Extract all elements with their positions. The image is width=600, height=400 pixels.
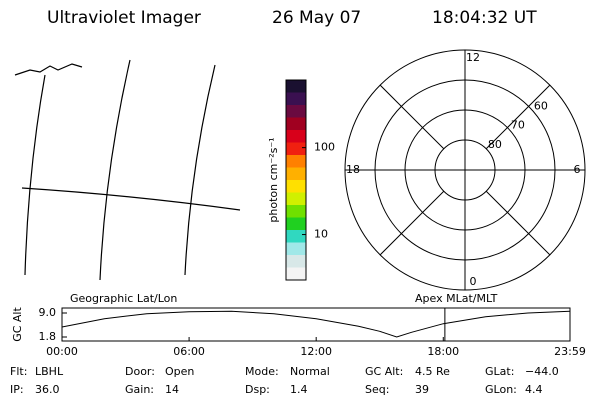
- title: Ultraviolet Imager: [47, 8, 201, 28]
- color-band: [286, 92, 306, 106]
- field-value: 14: [165, 383, 179, 396]
- color-band: [286, 255, 306, 268]
- colorbar-frame: [285, 79, 307, 281]
- mlt-label: 0: [470, 275, 477, 288]
- plot-frame: [61, 307, 571, 342]
- field-value: 39: [415, 383, 429, 396]
- altitude-line: [61, 310, 571, 338]
- x-tick-label: 06:00: [173, 345, 205, 358]
- geo-grid: [14, 59, 241, 281]
- latitude-label: 70: [511, 119, 525, 132]
- mlt-label: 12: [466, 51, 480, 64]
- diagonal-spoke: [379, 190, 445, 256]
- x-tick-label: 00:00: [46, 345, 78, 358]
- color-band: [286, 242, 306, 256]
- x-tick-label: 23:59: [554, 345, 586, 358]
- field-value: −44.0: [525, 365, 559, 378]
- y-tick-label: 9.0: [39, 306, 57, 319]
- right-label: Apex MLat/MLT: [415, 292, 498, 305]
- field-value: 36.0: [35, 383, 60, 396]
- color-band: [286, 117, 306, 131]
- field-label: Gain:: [125, 383, 154, 396]
- field-value: 4.5 Re: [415, 365, 450, 378]
- color-band: [286, 217, 306, 231]
- y-axis-label: GC Alt: [11, 307, 24, 342]
- color-band: [286, 205, 306, 218]
- field-value: LBHL: [35, 365, 64, 378]
- x-tick-label: 18:00: [427, 345, 459, 358]
- mlt-label: 18: [346, 163, 360, 176]
- field-label: GLat:: [485, 365, 514, 378]
- left-label: Geographic Lat/Lon: [70, 292, 177, 305]
- y-tick-label: 1.8: [39, 330, 57, 343]
- field-value: Normal: [290, 365, 330, 378]
- color-band: [286, 155, 306, 168]
- color-band: [286, 142, 306, 156]
- field-value: 1.4: [290, 383, 308, 396]
- color-band: [286, 180, 306, 193]
- field-label: GLon:: [485, 383, 517, 396]
- field-label: Door:: [125, 365, 155, 378]
- date: 26 May 07: [272, 8, 361, 28]
- color-band: [286, 130, 306, 143]
- field-label: GC Alt:: [365, 365, 403, 378]
- color-band: [286, 192, 306, 206]
- diagonal-spoke: [485, 84, 551, 150]
- color-band: [286, 267, 306, 281]
- latitude-label: 80: [488, 138, 502, 151]
- x-tick-label: 12:00: [300, 345, 332, 358]
- color-band: [286, 167, 306, 181]
- field-label: Flt:: [10, 365, 27, 378]
- field-value: 4.4: [525, 383, 543, 396]
- field-label: Seq:: [365, 383, 389, 396]
- diagonal-spoke: [379, 84, 445, 150]
- time: 18:04:32 UT: [432, 8, 537, 28]
- colorbar-label: photon cm⁻²s⁻¹: [267, 137, 280, 222]
- color-band: [286, 105, 306, 118]
- field-label: Dsp:: [245, 383, 270, 396]
- colorbar-tick-label: 10: [314, 228, 328, 241]
- field-label: IP:: [10, 383, 24, 396]
- colorbar-tick-label: 100: [314, 141, 335, 154]
- latitude-label: 60: [534, 99, 548, 112]
- field-label: Mode:: [245, 365, 279, 378]
- diagonal-spoke: [485, 190, 551, 256]
- mlt-label: 6: [574, 163, 581, 176]
- color-band: [286, 230, 306, 243]
- field-value: Open: [165, 365, 194, 378]
- color-band: [286, 80, 306, 93]
